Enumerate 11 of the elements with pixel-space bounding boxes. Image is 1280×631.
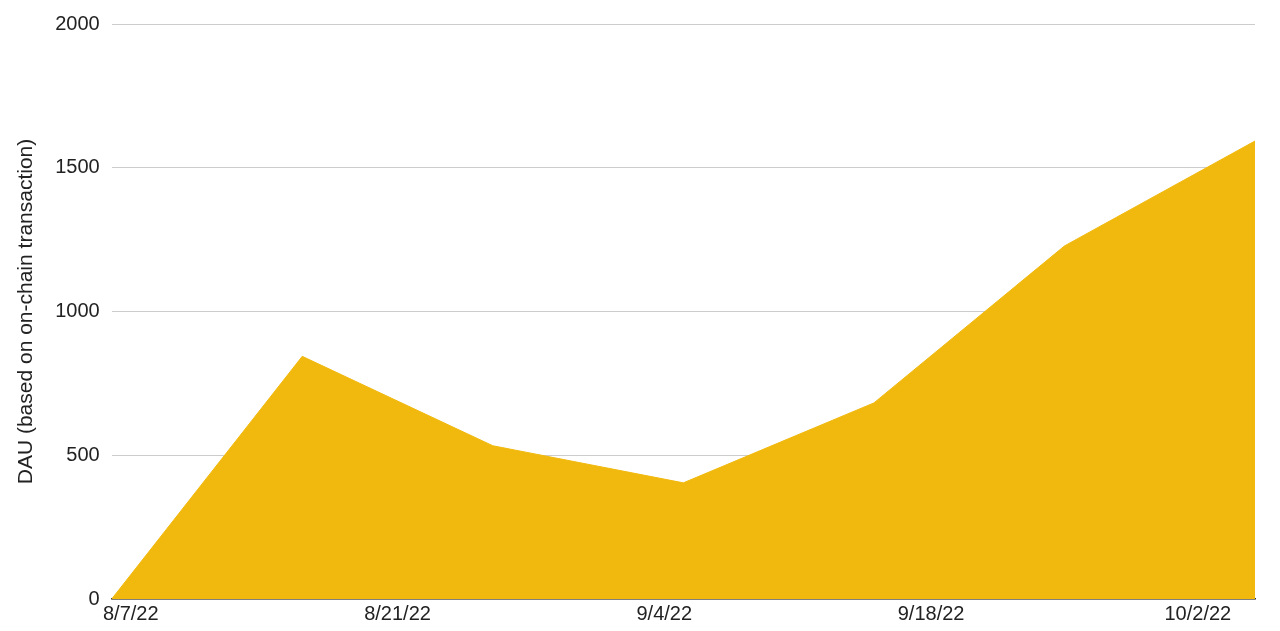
y-tick-label: 1000	[55, 299, 100, 322]
x-tick-label: 10/2/22	[1164, 601, 1232, 624]
y-tick-label: 2000	[55, 11, 100, 34]
x-tick-label: 9/4/22	[636, 601, 693, 624]
y-axis-title: DAU (based on on-chain transaction)	[13, 138, 37, 485]
x-tick-label: 8/21/22	[364, 601, 431, 624]
x-tick-label: 8/7/22	[102, 601, 159, 624]
x-tick-label: 9/18/22	[897, 601, 965, 624]
y-tick-label: 1500	[55, 155, 100, 178]
y-tick-label: 0	[88, 586, 100, 609]
y-tick-label: 500	[66, 442, 100, 465]
